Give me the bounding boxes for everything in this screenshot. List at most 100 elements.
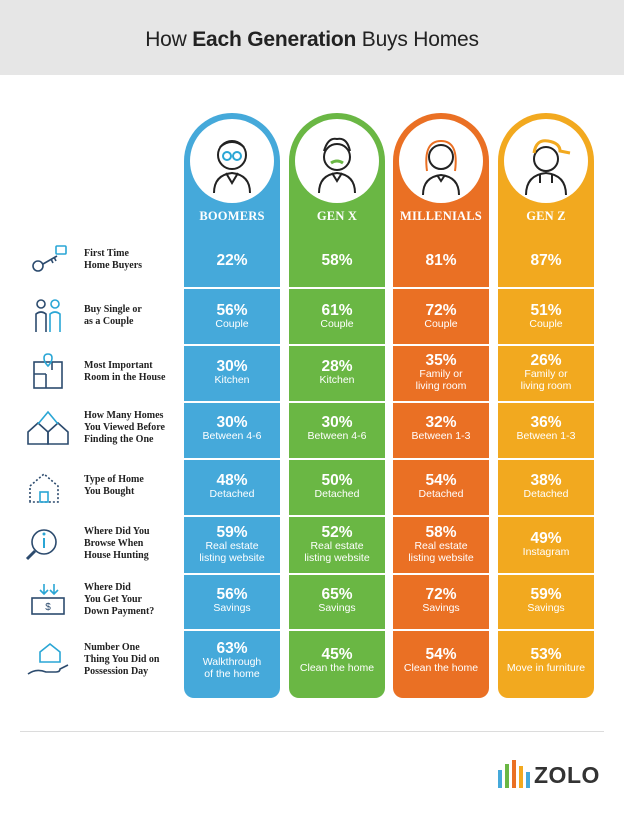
stat-percent: 54% xyxy=(425,471,457,489)
stat-percent: 30% xyxy=(216,357,248,375)
stat-detail: Couple xyxy=(529,317,563,330)
row-separator xyxy=(289,515,385,517)
stat-percent: 45% xyxy=(321,645,353,663)
stat-detail: Walkthrough of the home xyxy=(202,656,262,680)
stat-cell: 32% Between 1-3 xyxy=(393,414,489,443)
couple-icon xyxy=(24,296,72,336)
stat-detail: Savings xyxy=(527,601,565,614)
svg-text:$: $ xyxy=(45,602,51,613)
stat-percent: 32% xyxy=(425,413,457,431)
stat-cell: 87% xyxy=(498,252,594,269)
stat-cell: 81% xyxy=(393,252,489,269)
stat-detail: Between 1-3 xyxy=(516,429,576,442)
stat-percent: 72% xyxy=(425,585,457,603)
stat-cell: 30% Between 4-6 xyxy=(184,414,280,443)
stat-percent: 58% xyxy=(321,251,353,269)
stat-detail: Kitchen xyxy=(319,373,355,386)
stat-detail: Savings xyxy=(422,601,460,614)
row-separator xyxy=(289,344,385,346)
row-separator xyxy=(498,287,594,289)
stat-detail: Instagram xyxy=(522,545,570,558)
stat-cell: 48% Detached xyxy=(184,472,280,501)
stat-detail: Couple xyxy=(320,317,354,330)
stat-detail: Detached xyxy=(209,487,255,500)
house-icon xyxy=(24,466,72,506)
stat-percent: 56% xyxy=(216,301,248,319)
stat-detail: Real estate listing website xyxy=(304,540,370,564)
footer-divider xyxy=(20,731,604,732)
stat-cell: 22% xyxy=(184,252,280,269)
stat-detail: Savings xyxy=(318,601,356,614)
row-separator xyxy=(393,515,489,517)
stat-detail: Kitchen xyxy=(214,373,250,386)
row-label: Buy Single or as a Couple xyxy=(84,304,142,327)
row-separator xyxy=(289,458,385,460)
generation-column-genx: GEN X 58% 61% Couple 28% Kitchen 30% Between 4-… xyxy=(289,113,385,698)
row-separator xyxy=(184,629,280,631)
generation-name: GEN X xyxy=(316,209,358,223)
boomer-icon xyxy=(190,119,274,203)
stat-cell: 49% Instagram xyxy=(498,530,594,559)
header-band: How Each Generation Buys Homes xyxy=(0,0,624,75)
row-separator xyxy=(498,573,594,575)
row-separator xyxy=(184,515,280,517)
row-separator xyxy=(184,458,280,460)
row-label: Most Important Room in the House xyxy=(84,360,166,383)
keys-icon xyxy=(24,240,72,280)
stat-cell: 72% Savings xyxy=(393,586,489,615)
row-label: How Many Homes You Viewed Before Finding… xyxy=(84,410,165,445)
row-separator xyxy=(393,344,489,346)
row-separator xyxy=(289,573,385,575)
stat-cell: 58% xyxy=(289,252,385,269)
stat-detail: Detached xyxy=(314,487,360,500)
stat-cell: 54% Detached xyxy=(393,472,489,501)
row-label: Where Did You Get Your Down Payment? xyxy=(84,582,155,617)
row-separator xyxy=(498,629,594,631)
stat-cell: 54% Clean the home xyxy=(393,646,489,675)
stat-cell: 58% Real estate listing website xyxy=(393,524,489,564)
generation-name: MILLENIALS xyxy=(400,209,482,223)
row-separator xyxy=(289,401,385,403)
stat-cell: 30% Between 4-6 xyxy=(289,414,385,443)
stat-percent: 53% xyxy=(530,645,562,663)
stat-percent: 63% xyxy=(216,640,248,657)
generation-name: GEN Z xyxy=(526,209,566,223)
millenial-icon xyxy=(399,119,483,203)
stat-detail: Couple xyxy=(215,317,249,330)
stat-percent: 30% xyxy=(321,413,353,431)
stat-percent: 22% xyxy=(216,251,248,269)
row-label: Where Did You Browse When House Hunting xyxy=(84,526,150,561)
stat-detail: Detached xyxy=(523,487,569,500)
stat-percent: 36% xyxy=(530,413,562,431)
row-separator xyxy=(393,573,489,575)
row-separator xyxy=(393,287,489,289)
stat-detail: Real estate listing website xyxy=(408,540,474,564)
zolo-logo: ZOLO xyxy=(498,760,608,790)
stat-percent: 38% xyxy=(530,471,562,489)
stat-percent: 51% xyxy=(530,301,562,319)
row-separator xyxy=(393,629,489,631)
page-title: How Each Generation Buys Homes xyxy=(145,28,479,51)
stat-cell: 53% Move in furniture xyxy=(498,646,594,675)
row-separator xyxy=(184,344,280,346)
stat-cell: 30% Kitchen xyxy=(184,358,280,387)
stat-detail: Couple xyxy=(424,317,458,330)
stat-percent: 65% xyxy=(321,585,353,603)
stat-percent: 61% xyxy=(321,301,353,319)
stat-cell: 51% Couple xyxy=(498,302,594,331)
stat-percent: 30% xyxy=(216,413,248,431)
row-separator xyxy=(184,401,280,403)
stat-detail: Family or living room xyxy=(520,368,572,392)
hand-house-icon xyxy=(24,640,72,680)
stat-percent: 56% xyxy=(216,585,248,603)
stat-detail: Between 4-6 xyxy=(307,429,367,442)
generation-column-boomers: BOOMERS 22% 56% Couple 30% Kitchen 30% Between … xyxy=(184,113,280,698)
stat-cell: 26% Family or living room xyxy=(498,352,594,392)
zolo-logo-text: ZOLO xyxy=(534,762,600,788)
row-separator xyxy=(498,344,594,346)
generation-column-genz: GEN Z 87% 51% Couple 26% Family or living roo… xyxy=(498,113,594,698)
generation-column-millenials: MILLENIALS 81% 72% Couple 35% Family or livin… xyxy=(393,113,489,698)
stat-percent: 48% xyxy=(216,471,248,489)
stat-percent: 49% xyxy=(530,529,562,547)
stat-cell: 56% Couple xyxy=(184,302,280,331)
